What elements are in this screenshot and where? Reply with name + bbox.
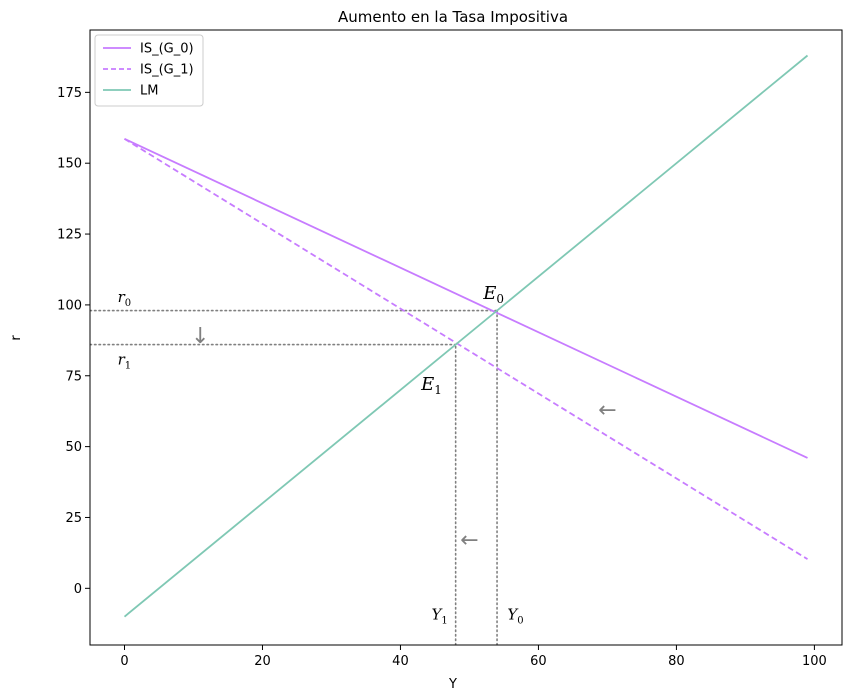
x-tick-label: 100 <box>802 654 827 669</box>
x-tick-label: 0 <box>120 654 128 669</box>
x-axis-label: Y <box>448 677 457 692</box>
y-tick-label: 25 <box>65 511 82 526</box>
x-tick-label: 20 <box>254 654 271 669</box>
annotation-Y0: Y0 <box>507 605 523 626</box>
y-tick-label: 50 <box>65 440 82 455</box>
shift-arrow-0: ↓ <box>191 324 209 349</box>
legend-box <box>94 34 204 107</box>
series-line-2 <box>123 54 809 618</box>
y-tick-label: 150 <box>57 157 82 172</box>
axes-frame <box>89 29 843 646</box>
y-axis-label: r <box>9 335 24 341</box>
x-tick-label: 40 <box>392 654 409 669</box>
series-line-1 <box>124 138 808 560</box>
x-tick-label: 60 <box>530 654 547 669</box>
annotation-Y1: Y1 <box>432 605 448 626</box>
y-tick-label: 100 <box>57 298 82 313</box>
y-tick-label: 125 <box>57 228 82 243</box>
x-tick-label: 80 <box>668 654 685 669</box>
y-tick-label: 175 <box>57 86 82 101</box>
annotation-r1: r1 <box>118 350 132 371</box>
legend-label-1: IS_(G_1) <box>140 63 194 78</box>
shift-arrow-1: ← <box>598 398 616 423</box>
shift-arrow-2: ← <box>460 528 478 553</box>
legend-label-0: IS_(G_0) <box>140 42 194 57</box>
y-tick-label: 0 <box>74 582 82 597</box>
plot-area <box>90 54 809 645</box>
legend-label-2: LM <box>140 84 158 99</box>
chart-title: Aumento en la Tasa Impositiva <box>338 8 568 26</box>
y-tick-label: 75 <box>65 369 82 384</box>
legend: IS_(G_0) IS_(G_1) LM <box>94 34 204 107</box>
annotation-E1: E1 <box>420 374 442 397</box>
series-line-0 <box>124 138 808 459</box>
annotation-E0: E0 <box>482 283 504 306</box>
annotation-r0: r0 <box>118 288 132 309</box>
